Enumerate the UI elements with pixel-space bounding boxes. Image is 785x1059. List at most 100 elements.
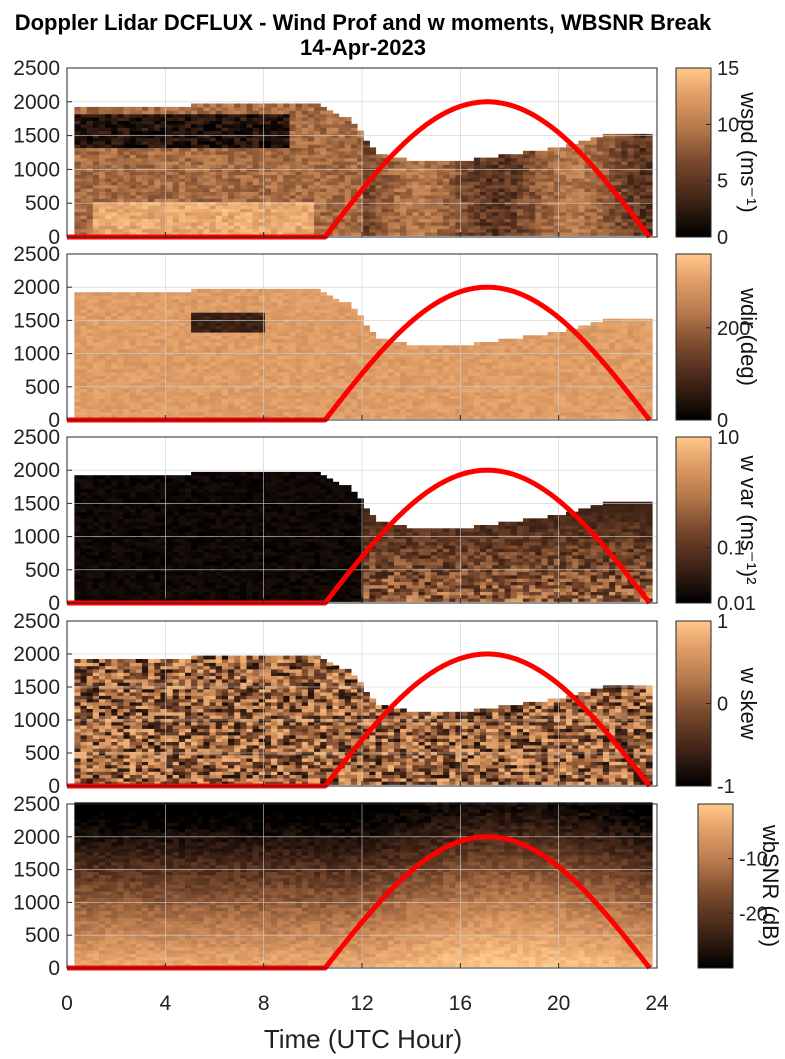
heatmap-cell <box>197 345 204 350</box>
heatmap-cell <box>424 174 432 179</box>
heatmap-cell <box>381 174 389 179</box>
heatmap-cell <box>191 171 198 176</box>
heatmap-cell <box>234 103 241 108</box>
heatmap-cell <box>252 411 260 416</box>
heatmap-cell <box>314 371 321 376</box>
heatmap-cell <box>135 204 143 209</box>
heatmap-cell <box>473 194 481 199</box>
heatmap-cell <box>314 171 321 176</box>
heatmap-cell <box>283 345 290 350</box>
heatmap-cell <box>74 218 82 223</box>
heatmap-cell <box>172 355 180 360</box>
heatmap-cell <box>633 150 641 155</box>
heatmap-cell <box>111 188 118 192</box>
heatmap-cell <box>92 378 100 383</box>
heatmap-cell <box>584 174 592 179</box>
heatmap-cell <box>596 211 604 216</box>
heatmap-cell <box>203 338 211 343</box>
heatmap-cell <box>326 130 334 135</box>
heatmap-cell <box>344 221 352 226</box>
heatmap-cell <box>117 106 125 111</box>
heatmap-cell <box>578 144 585 149</box>
heatmap-cell <box>142 113 149 118</box>
heatmap-cell <box>467 208 475 213</box>
heatmap-cell <box>326 215 334 219</box>
heatmap-cell <box>332 361 340 366</box>
heatmap-cell <box>197 325 204 330</box>
heatmap-cell <box>307 405 315 409</box>
heatmap-cell <box>160 358 168 363</box>
heatmap-cell <box>191 184 198 189</box>
heatmap-cell <box>375 188 383 192</box>
heatmap-cell <box>559 208 567 213</box>
heatmap-cell <box>123 154 131 159</box>
heatmap-cell <box>123 157 131 162</box>
heatmap-cell <box>240 401 247 406</box>
heatmap-cell <box>80 198 88 203</box>
heatmap-cell <box>172 194 180 199</box>
heatmap-cell <box>123 191 131 196</box>
heatmap-cell <box>154 204 161 209</box>
heatmap-cell <box>449 171 456 176</box>
heatmap-cell <box>197 315 204 320</box>
heatmap-cell <box>258 110 266 115</box>
heatmap-cell <box>264 378 272 383</box>
heatmap-cell <box>578 211 585 216</box>
heatmap-cell <box>166 371 174 376</box>
heatmap-cell <box>295 160 303 165</box>
heatmap-cell <box>221 338 229 343</box>
heatmap-cell <box>191 325 198 330</box>
heatmap-cell <box>142 345 149 350</box>
heatmap-cell <box>123 305 131 310</box>
heatmap-cell <box>357 171 364 176</box>
heatmap-cell <box>209 408 217 413</box>
heatmap-cell <box>541 221 549 226</box>
heatmap-cell <box>228 117 235 121</box>
heatmap-cell <box>584 184 592 189</box>
heatmap-cell <box>369 218 377 223</box>
heatmap-cell <box>99 147 106 152</box>
heatmap-cell <box>584 140 592 145</box>
heatmap-cell <box>252 181 260 186</box>
heatmap-cell <box>553 194 561 199</box>
heatmap-cell <box>142 117 149 121</box>
heatmap-cell <box>387 398 395 403</box>
heatmap-cell <box>295 157 303 162</box>
heatmap-cell <box>584 177 592 182</box>
heatmap-cell <box>357 154 364 159</box>
heatmap-cell <box>307 415 315 419</box>
heatmap-cell <box>271 106 278 111</box>
heatmap-cell <box>166 338 174 343</box>
heatmap-cell <box>142 194 149 199</box>
heatmap-cell <box>332 322 340 326</box>
heatmap-cell <box>203 401 211 406</box>
heatmap-cell <box>240 328 247 333</box>
heatmap-cell <box>209 231 217 236</box>
heatmap-cell <box>221 405 229 409</box>
heatmap-cell <box>240 228 247 233</box>
heatmap-cell <box>523 215 530 219</box>
heatmap-cell <box>123 361 131 366</box>
heatmap-cell <box>80 322 88 326</box>
heatmap-cell <box>92 147 100 152</box>
heatmap-cell <box>394 395 401 399</box>
heatmap-cell <box>221 312 229 316</box>
heatmap-cell <box>578 225 585 230</box>
heatmap-cell <box>553 221 561 226</box>
heatmap-cell <box>633 144 641 149</box>
heatmap-cell <box>209 288 217 293</box>
heatmap-cell <box>246 381 254 386</box>
heatmap-cell <box>221 328 229 333</box>
heatmap-cell <box>320 375 327 380</box>
heatmap-cell <box>301 302 309 306</box>
heatmap-cell <box>350 130 358 135</box>
heatmap-cell <box>172 342 180 346</box>
heatmap-cell <box>252 144 260 149</box>
heatmap-cell <box>123 332 131 336</box>
heatmap-cell <box>185 184 192 189</box>
heatmap-cell <box>209 177 217 182</box>
heatmap-cell <box>123 312 131 316</box>
heatmap-cell <box>381 204 389 209</box>
heatmap-cell <box>602 171 610 176</box>
heatmap-cell <box>406 211 413 216</box>
